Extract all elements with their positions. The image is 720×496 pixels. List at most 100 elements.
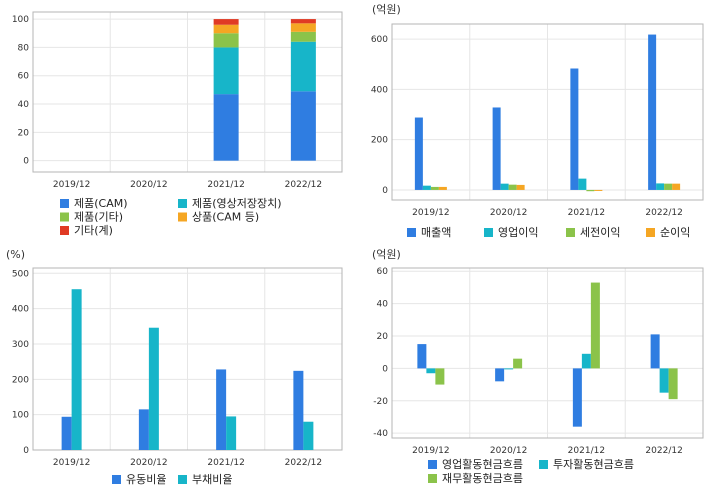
bar [417,344,427,369]
x-tick-label: 2022/12 [285,458,322,468]
x-tick-label: 2021/12 [207,180,244,190]
x-tick-label: 2022/12 [645,208,682,218]
y-tick-label: 300 [12,340,29,350]
bars [213,19,316,161]
bar [508,184,517,190]
legend: 매출액 영업이익 세전이익 순이익 [407,226,690,239]
bar [213,33,239,48]
x-tick-label: 2022/12 [645,446,682,456]
unit-label: (%) [6,248,25,261]
legend-label: 유동비율 [126,473,166,486]
legend-swatch [484,228,493,237]
bar [293,370,304,450]
y-tick-label: 20 [18,128,30,138]
chart-cashflow: -40 -20 0 20 40 60 2019/12 2020/12 2021/12 2022/1… [372,248,704,485]
bar [290,41,316,92]
plot-border [391,267,704,439]
bar [570,68,579,190]
x-tick-label: 2019/12 [412,446,449,456]
chart-composition: 0 20 40 60 80 100 2019/12 2020/12 2021/12 2022/12… [12,11,343,237]
bar [572,368,582,427]
bar [148,327,159,450]
legend-label: 상품(CAM 등) [192,211,259,224]
bar [213,19,239,25]
x-tick-label: 2021/12 [568,446,605,456]
legend-swatch [407,228,416,237]
legend-label: 제품(기타) [74,211,123,224]
legend-swatch [60,212,69,222]
bar [61,416,72,450]
bar [495,368,505,382]
legend-swatch [428,474,437,483]
legend-label: 투자활동현금흐름 [553,457,634,471]
bar [500,183,509,190]
y-tick-label: 40 [377,300,389,310]
bar [504,368,514,370]
x-tick-label: 2020/12 [130,458,167,468]
bar [213,47,239,95]
x-tick-label: 2021/12 [568,208,605,218]
y-tick-label: 20 [377,332,389,342]
bar [438,186,447,190]
bar [430,186,439,190]
bar [213,24,239,34]
legend-label: 영업이익 [498,226,538,239]
x-tick-label: 2019/12 [53,180,90,190]
x-tick-label: 2020/12 [490,446,527,456]
y-tick-label: -20 [373,397,388,407]
bar [290,23,316,32]
y-tick-label: 80 [18,43,30,53]
legend-swatch [539,460,548,469]
bar [422,185,431,190]
bar [426,368,436,374]
bar [664,183,673,190]
x-tick-label: 2019/12 [412,208,449,218]
bar [435,368,445,385]
legend-swatch [60,226,69,235]
legend-swatch [566,228,575,237]
y-tick-label: 600 [371,35,388,45]
bar [594,189,603,191]
legend-label: 제품(CAM) [74,197,128,210]
bar [668,368,678,400]
bar [590,282,600,369]
bar [516,184,525,190]
legend-swatch [428,460,437,469]
bar [578,178,587,190]
bar [656,183,665,190]
legend-label: 매출액 [421,226,451,239]
legend: 제품(CAM) 제품(영상저장장치) 제품(기타) 상품(CAM 등) 기타(계) [60,197,282,237]
bar [492,107,501,190]
y-tick-label: 100 [12,15,29,25]
bar [216,369,227,450]
bar [659,368,669,393]
bars [414,34,681,192]
bar [71,289,82,450]
legend-swatch [178,212,187,222]
y-tick-label: 0 [382,364,388,374]
bar [213,94,239,161]
y-tick-label: 400 [371,85,388,95]
y-tick-label: 0 [23,446,29,456]
bar [414,117,423,190]
bar [586,189,595,192]
x-tick-label: 2020/12 [490,208,527,218]
unit-label: (억원) [372,3,401,16]
legend-swatch [178,475,187,484]
legend-label: 세전이익 [580,226,620,239]
bar [303,421,314,450]
bar [672,183,681,190]
bar [513,358,523,369]
y-tick-label: 500 [12,269,29,279]
x-tick-label: 2021/12 [207,458,244,468]
plot-border [391,23,704,201]
legend-label: 재무활동현금흐름 [442,471,523,485]
bar [290,19,316,24]
legend-swatch [112,475,121,484]
plot-border [32,267,343,451]
x-tick-label: 2022/12 [285,180,322,190]
legend-label: 영업활동현금흐름 [442,457,523,471]
chart-income: 0 200 400 600 2019/12 2020/12 2021/12 2022/12 (억… [371,3,704,239]
y-tick-label: 60 [377,267,389,277]
